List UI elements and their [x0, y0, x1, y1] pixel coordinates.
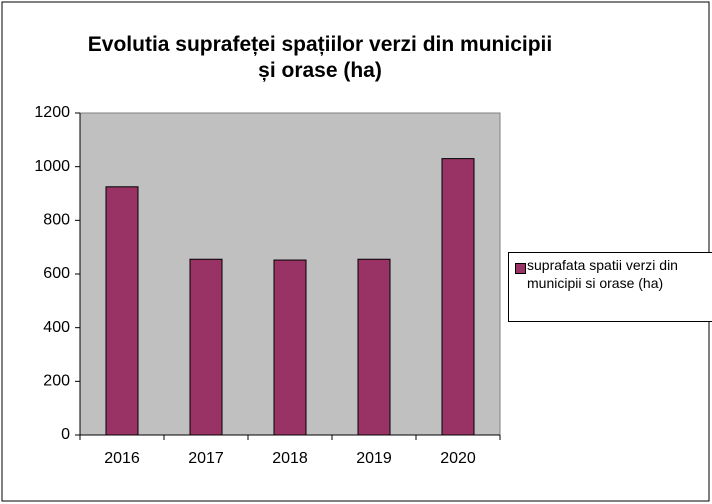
- y-tick-label: 200: [43, 373, 70, 390]
- legend-label: suprafata spatii verzi din municipii si …: [527, 257, 678, 291]
- y-tick-label: 600: [43, 265, 70, 282]
- y-tick-label: 0: [61, 426, 70, 443]
- x-tick-label: 2020: [440, 450, 476, 467]
- y-tick-label: 400: [43, 319, 70, 336]
- bar: [357, 258, 391, 436]
- x-tick-label: 2019: [356, 450, 392, 467]
- bar: [189, 258, 223, 436]
- x-tick-label: 2016: [104, 450, 140, 467]
- legend: suprafata spatii verzi din municipii si …: [508, 252, 712, 322]
- x-tick-label: 2018: [272, 450, 308, 467]
- legend-swatch: [515, 263, 526, 274]
- chart-title: Evolutia suprafeței spațiilor verzi din …: [87, 33, 553, 82]
- bar: [105, 186, 139, 436]
- x-tick-label: 2017: [188, 450, 224, 467]
- bar: [273, 259, 307, 436]
- y-tick-label: 800: [43, 212, 70, 229]
- bar: [441, 158, 475, 436]
- y-tick-label: 1000: [34, 158, 70, 175]
- y-tick-label: 1200: [34, 104, 70, 121]
